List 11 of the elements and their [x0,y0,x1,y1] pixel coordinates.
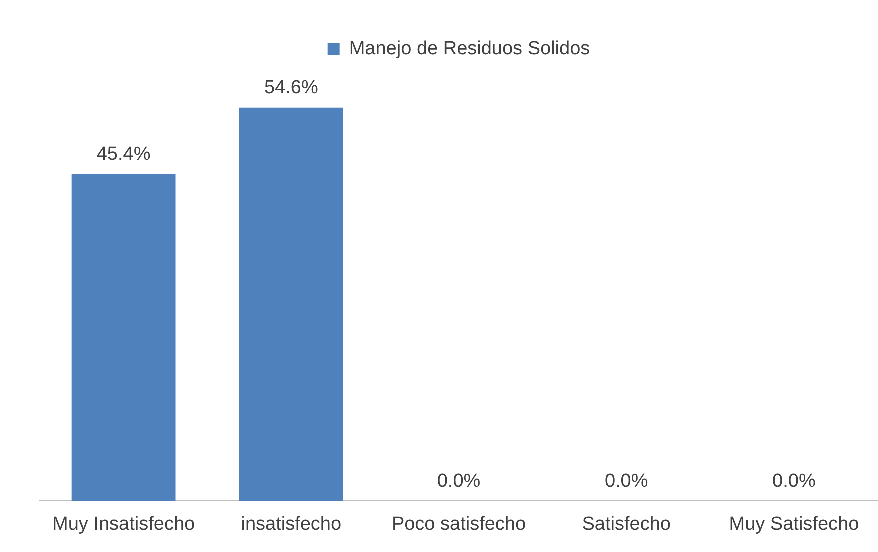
x-tick-label: Satisfecho [582,514,671,535]
x-tick-label: Muy Satisfecho [729,514,860,535]
data-label: 0.0% [437,470,481,492]
x-tick-label: Poco satisfecho [392,514,526,535]
data-label: 54.6% [264,78,318,99]
x-tick-label: insatisfecho [241,514,342,535]
data-label: 0.0% [772,470,816,492]
x-tick-label: Muy Insatisfecho [52,514,196,535]
data-label: 0.0% [604,470,648,492]
legend-label: Manejo de Residuos Solidos [349,38,590,60]
data-label: 45.4% [96,144,151,165]
